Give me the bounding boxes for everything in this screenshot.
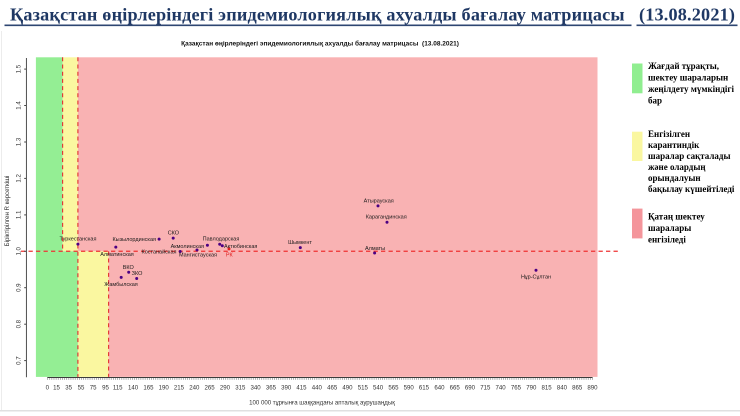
svg-text:640: 640	[434, 384, 445, 391]
svg-text:Павлодарская: Павлодарская	[203, 237, 240, 243]
svg-text:Костанайская: Костанайская	[141, 249, 176, 256]
svg-text:орындалуын: орындалуын	[648, 173, 701, 183]
svg-text:565: 565	[388, 384, 399, 391]
svg-text:15: 15	[53, 384, 60, 391]
svg-text:690: 690	[465, 384, 476, 391]
svg-text:815: 815	[542, 384, 553, 391]
svg-text:140: 140	[128, 384, 139, 391]
svg-text:ВКО: ВКО	[123, 265, 135, 271]
svg-text:55: 55	[78, 384, 85, 391]
svg-text:Акмолинская: Акмолинская	[171, 244, 204, 250]
svg-text:бар: бар	[648, 95, 662, 105]
svg-text:890: 890	[587, 384, 598, 391]
svg-text:665: 665	[450, 384, 461, 391]
svg-text:190: 190	[159, 384, 170, 391]
svg-text:540: 540	[373, 384, 384, 391]
svg-text:515: 515	[358, 384, 369, 391]
svg-text:440: 440	[312, 384, 323, 391]
svg-text:бақылау күшейтіледі: бақылау күшейтіледі	[648, 184, 735, 194]
svg-text:Жамбылская: Жамбылская	[104, 282, 138, 288]
svg-text:465: 465	[327, 384, 338, 391]
svg-text:340: 340	[251, 384, 262, 391]
svg-text:карантиндік: карантиндік	[648, 140, 700, 150]
svg-text:615: 615	[419, 384, 430, 391]
svg-text:765: 765	[511, 384, 522, 391]
svg-text:115: 115	[113, 384, 123, 391]
svg-text:865: 865	[572, 384, 583, 391]
svg-text:490: 490	[342, 384, 353, 391]
svg-text:Атырауская: Атырауская	[364, 198, 394, 204]
svg-text:740: 740	[496, 384, 507, 391]
svg-text:Шымкент: Шымкент	[288, 240, 312, 246]
svg-text:1.3: 1.3	[16, 137, 23, 146]
svg-text:жеңілдету мүмкіндігі: жеңілдету мүмкіндігі	[648, 84, 735, 94]
svg-text:75: 75	[90, 384, 97, 391]
svg-text:Қазақстан өңірлеріндегі эпидем: Қазақстан өңірлеріндегі эпидемиологиялық…	[10, 5, 735, 26]
svg-text:Алматинская: Алматинская	[100, 252, 134, 258]
svg-text:240: 240	[189, 384, 200, 391]
svg-text:шектеу шараларын: шектеу шараларын	[648, 72, 728, 82]
svg-text:Актюбинская: Актюбинская	[224, 244, 257, 250]
svg-text:1.2: 1.2	[16, 174, 23, 183]
svg-text:Мангистауская: Мангистауская	[179, 253, 217, 259]
svg-text:590: 590	[404, 384, 415, 391]
svg-text:0.7: 0.7	[16, 356, 23, 365]
svg-text:790: 790	[526, 384, 537, 391]
svg-text:шаралар сақталады: шаралар сақталады	[648, 151, 731, 161]
svg-text:1.5: 1.5	[16, 64, 23, 73]
svg-text:Кызылординская: Кызылординская	[112, 237, 156, 243]
svg-text:Енгізілген: Енгізілген	[648, 129, 690, 139]
svg-text:35: 35	[65, 384, 72, 391]
svg-text:0.9: 0.9	[16, 283, 23, 292]
svg-text:СКО: СКО	[168, 231, 180, 237]
svg-text:Карагандинская: Карагандинская	[366, 215, 407, 221]
svg-text:165: 165	[143, 384, 154, 391]
svg-text:Туркестанская: Туркестанская	[60, 237, 97, 243]
svg-text:Қазақстан өңірлеріндегі эпидем: Қазақстан өңірлеріндегі эпидемиологиялық…	[181, 39, 459, 47]
svg-text:енгізіледі: енгізіледі	[648, 235, 686, 245]
svg-text:шаралары: шаралары	[648, 223, 691, 233]
svg-text:Алматы: Алматы	[365, 246, 385, 252]
svg-text:1.4: 1.4	[16, 101, 23, 110]
svg-text:Біріктірілген R көрсеткіші: Біріктірілген R көрсеткіші	[4, 176, 11, 247]
svg-text:1.1: 1.1	[16, 210, 23, 219]
svg-text:РК: РК	[226, 252, 234, 258]
svg-text:840: 840	[557, 384, 568, 391]
svg-text:0: 0	[46, 384, 50, 391]
svg-text:215: 215	[174, 384, 185, 391]
svg-text:315: 315	[235, 384, 246, 391]
svg-text:265: 265	[205, 384, 216, 391]
svg-text:100 000 тұрғынға шаққандағы ап: 100 000 тұрғынға шаққандағы апталық ауру…	[249, 400, 395, 407]
svg-text:390: 390	[281, 384, 292, 391]
svg-text:715: 715	[480, 384, 491, 391]
svg-text:0.8: 0.8	[16, 319, 23, 328]
svg-text:Нұр-Сұлтан: Нұр-Сұлтан	[521, 275, 551, 281]
svg-text:және олардың: және олардың	[648, 162, 706, 172]
svg-text:Қатаң шектеу: Қатаң шектеу	[648, 212, 705, 222]
svg-text:290: 290	[220, 384, 231, 391]
svg-text:415: 415	[296, 384, 307, 391]
svg-text:ЗКО: ЗКО	[132, 271, 143, 277]
svg-text:Жағдай тұрақты,: Жағдай тұрақты,	[648, 61, 719, 71]
svg-text:1.0: 1.0	[16, 246, 23, 255]
svg-text:95: 95	[102, 384, 109, 391]
svg-text:365: 365	[266, 384, 277, 391]
